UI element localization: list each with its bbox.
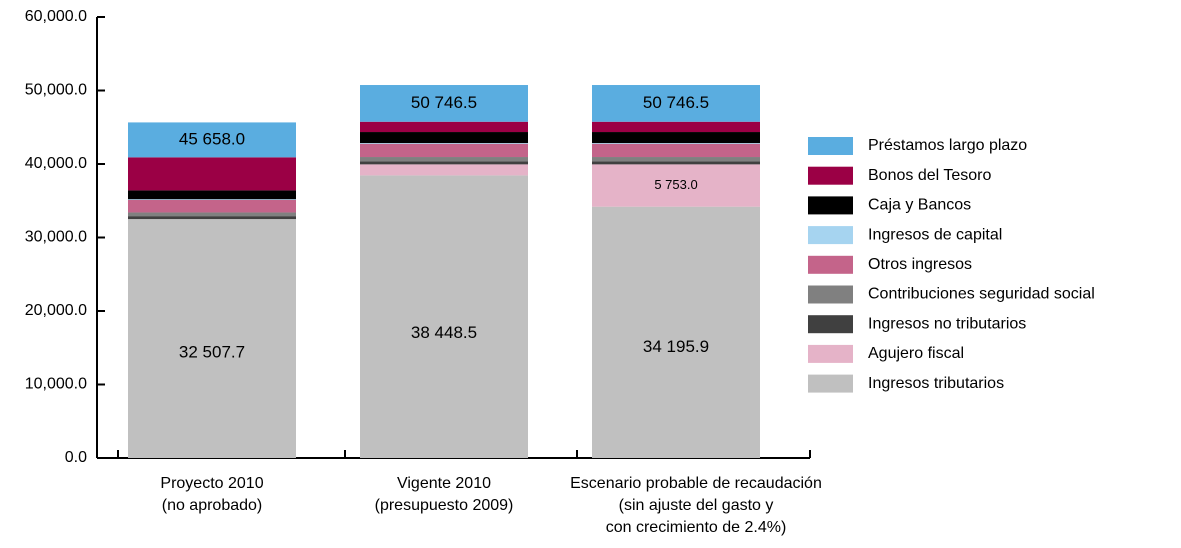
legend-label: Bonos del Tesoro [868, 167, 991, 184]
legend-swatch [808, 374, 853, 393]
x-tick-label: Proyecto 2010 [160, 475, 263, 492]
x-tick-label: (presupuesto 2009) [375, 497, 514, 514]
bar-segment [592, 143, 760, 158]
total-label: 45 658.0 [179, 129, 245, 148]
bar-segment [360, 143, 528, 158]
legend-swatch [808, 255, 853, 274]
bar-segment [592, 132, 760, 144]
legend-label: Contribuciones seguridad social [868, 286, 1095, 303]
bar-segment [360, 121, 528, 133]
x-tick-label: con crecimiento de 2.4%) [606, 519, 787, 536]
y-tick-label: 20,000.0 [25, 302, 87, 319]
bar-segment [592, 157, 760, 162]
bar-segment [592, 85, 760, 122]
bar-segment [592, 164, 760, 207]
x-tick-label: (no aprobado) [162, 497, 263, 514]
total-label: 50 746.5 [411, 93, 477, 112]
bar-segment [360, 164, 528, 176]
legend-swatch [808, 285, 853, 304]
bar-segment [128, 122, 296, 158]
y-tick-label: 40,000.0 [25, 155, 87, 172]
bar-segment [128, 216, 296, 220]
y-tick-label: 60,000.0 [25, 8, 87, 25]
legend-swatch [808, 344, 853, 363]
y-tick-label: 30,000.0 [25, 229, 87, 246]
y-tick-label: 10,000.0 [25, 376, 87, 393]
bar-segment [128, 157, 296, 191]
value-label: 32 507.7 [179, 342, 245, 361]
legend-label: Ingresos no tributarios [868, 315, 1026, 332]
legend-label: Ingresos tributarios [868, 375, 1004, 392]
y-tick-label: 50,000.0 [25, 82, 87, 99]
bar-segment [592, 121, 760, 133]
legend-swatch [808, 137, 853, 155]
legend-swatch [808, 226, 853, 245]
x-tick-label: (sin ajuste del gasto y [619, 497, 774, 514]
legend-swatch [808, 166, 853, 185]
y-tick-label: 0.0 [65, 449, 87, 466]
bar-segment [128, 199, 296, 200]
bar-segment [360, 175, 528, 459]
legend-label: Otros ingresos [868, 256, 972, 273]
legend-swatch [808, 196, 853, 215]
legend-label: Ingresos de capital [868, 226, 1002, 243]
bar-segment [128, 219, 296, 458]
bar-segment [592, 143, 760, 144]
bar-segment [128, 190, 296, 200]
bar-segment [128, 199, 296, 213]
bar-segment [128, 212, 296, 217]
bar-segment [360, 85, 528, 122]
bar-segment [360, 143, 528, 144]
bar-segment [360, 161, 528, 165]
x-tick-label: Vigente 2010 [397, 475, 491, 492]
bar-segment [592, 206, 760, 458]
legend-label: Préstamos largo plazo [868, 137, 1027, 154]
total-label: 50 746.5 [643, 93, 709, 112]
value-label: 34 195.9 [643, 337, 709, 356]
legend-label: Caja y Bancos [868, 197, 971, 214]
bar-segment [360, 132, 528, 144]
bar-segment [360, 157, 528, 162]
bar-segment [592, 161, 760, 165]
legend-label: Agujero fiscal [868, 345, 964, 362]
x-tick-label: Escenario probable de recaudación [570, 475, 822, 492]
legend-swatch [808, 315, 853, 334]
value-label: 5 753.0 [654, 177, 697, 192]
value-label: 38 448.5 [411, 323, 477, 342]
